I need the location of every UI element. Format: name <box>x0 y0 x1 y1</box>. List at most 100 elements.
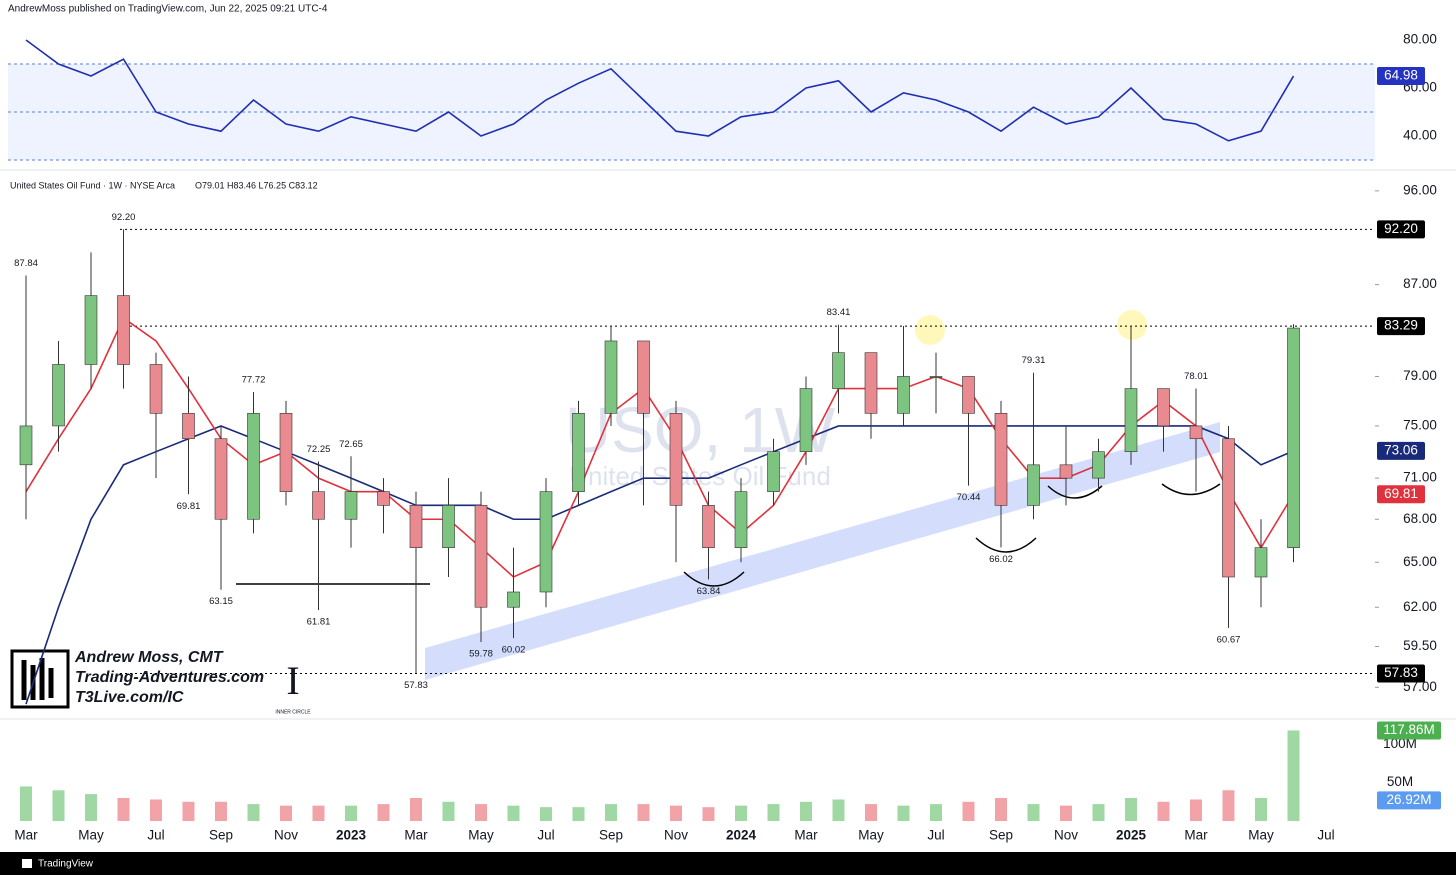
x-tick-label: 2024 <box>726 828 757 843</box>
brand-name: Andrew Moss, CMT <box>74 649 224 666</box>
x-tick-label: 2023 <box>336 828 367 843</box>
y-tick-label: 59.50 <box>1403 638 1437 653</box>
logo: Andrew Moss, CMT Trading-Adventures.com … <box>10 649 311 715</box>
candle-body <box>1287 327 1300 548</box>
trend-channel <box>425 422 1220 680</box>
candle-body <box>214 438 228 520</box>
volume-bar <box>735 805 747 821</box>
level-tag-label: 92.20 <box>1384 221 1418 236</box>
candle-body <box>474 505 488 608</box>
rsi-tag-label: 64.98 <box>1384 68 1418 83</box>
volume-bar <box>475 804 487 821</box>
volume-bar <box>52 790 65 821</box>
price-label: 60.67 <box>1217 634 1241 645</box>
candle-body <box>929 376 943 378</box>
candle-body <box>19 425 33 466</box>
candle-body <box>1027 464 1040 506</box>
volume-bar <box>1255 797 1267 821</box>
highlight <box>1117 310 1147 340</box>
y-tick-label: 71.00 <box>1403 470 1437 485</box>
volume-bar <box>1092 804 1105 821</box>
level-tag <box>1377 664 1425 683</box>
price-label: 69.81 <box>177 501 201 512</box>
watermark-sub: United States Oil Fund <box>569 461 831 491</box>
volume-bar <box>410 797 422 821</box>
level-tag-label: 57.83 <box>1384 665 1418 680</box>
candle-body <box>409 505 423 548</box>
candle-body <box>962 376 975 414</box>
level-tag <box>1377 317 1425 336</box>
candle-body <box>279 413 293 492</box>
volume-tick-label: 100M <box>1383 736 1417 751</box>
volume-bar <box>1125 797 1137 821</box>
price-label: 78.01 <box>1184 371 1208 382</box>
rsi-tick-label: 40.00 <box>1403 128 1437 143</box>
candle-body <box>539 491 553 593</box>
volume-bar <box>1287 730 1300 821</box>
x-tick-label: 2025 <box>1116 828 1147 843</box>
price-label: 57.83 <box>404 680 428 691</box>
candle-body <box>312 491 325 520</box>
volume-bar <box>767 804 780 821</box>
y-tick-label: 87.00 <box>1403 276 1437 291</box>
candle-body <box>604 340 618 414</box>
volume-bar <box>670 805 682 821</box>
x-tick-label: May <box>858 828 884 843</box>
rsi-tag <box>1377 67 1425 86</box>
volume-tag <box>1377 721 1441 740</box>
candle-body <box>1189 425 1203 440</box>
x-tick-label: Nov <box>274 828 298 843</box>
x-tick-label: Sep <box>209 828 233 843</box>
candle-body <box>117 295 130 365</box>
volume-bar <box>280 805 292 821</box>
y-tick-label: 57.00 <box>1403 679 1437 694</box>
x-tick-label: May <box>1248 828 1274 843</box>
badge-letter: I <box>286 658 299 703</box>
volume-bar <box>702 807 715 821</box>
level-tag-label: 83.29 <box>1384 318 1418 333</box>
y-tick-label: 65.00 <box>1403 554 1437 569</box>
y-tick-label: 62.00 <box>1403 599 1437 614</box>
price-label: 79.31 <box>1022 355 1046 366</box>
volume-bar <box>150 799 162 821</box>
rsi-line <box>25 39 1295 142</box>
volume-bar <box>442 801 455 821</box>
price-label: 63.84 <box>697 586 721 597</box>
price-label: 87.84 <box>14 258 38 269</box>
highlight <box>915 315 945 345</box>
x-tick-label: Mar <box>404 828 428 843</box>
volume-bar <box>637 804 650 821</box>
volume-bar <box>1190 799 1202 821</box>
candle-body <box>182 413 195 440</box>
price-label: 72.65 <box>339 439 363 450</box>
ma-tag <box>1377 485 1425 504</box>
volume-bar <box>1027 804 1040 821</box>
ma-tag-label: 73.06 <box>1384 442 1418 457</box>
candle-body <box>994 413 1008 506</box>
legend-ohlc: O79.01 H83.46 L76.25 C83.12 <box>195 180 318 190</box>
volume-tag <box>1377 791 1441 810</box>
volume-bar <box>572 807 585 821</box>
candle-body <box>864 352 878 414</box>
legend: United States Oil Fund · 1W · NYSE Arca <box>10 180 175 190</box>
candle-body <box>572 413 585 492</box>
volume-bar <box>832 799 845 821</box>
footer-bar <box>0 852 1456 875</box>
volume-bar <box>507 805 520 821</box>
volume-tick-label: 50M <box>1387 774 1413 789</box>
price-label: 59.78 <box>469 648 493 659</box>
published: AndrewMoss published on TradingView.com,… <box>8 4 328 15</box>
price-label: 70.44 <box>957 492 981 503</box>
ma-fast <box>25 316 1295 578</box>
volume-bar <box>1157 801 1170 821</box>
candle-body <box>1092 451 1105 479</box>
candle-body <box>702 505 715 548</box>
volume-tag-label: 26.92M <box>1386 792 1431 807</box>
x-tick-label: Sep <box>989 828 1013 843</box>
candle-body <box>149 364 163 414</box>
volume-tag-label: 117.86M <box>1383 722 1435 737</box>
candle-body <box>52 364 65 427</box>
volume-bar <box>85 794 97 821</box>
volume-bar <box>20 786 32 821</box>
